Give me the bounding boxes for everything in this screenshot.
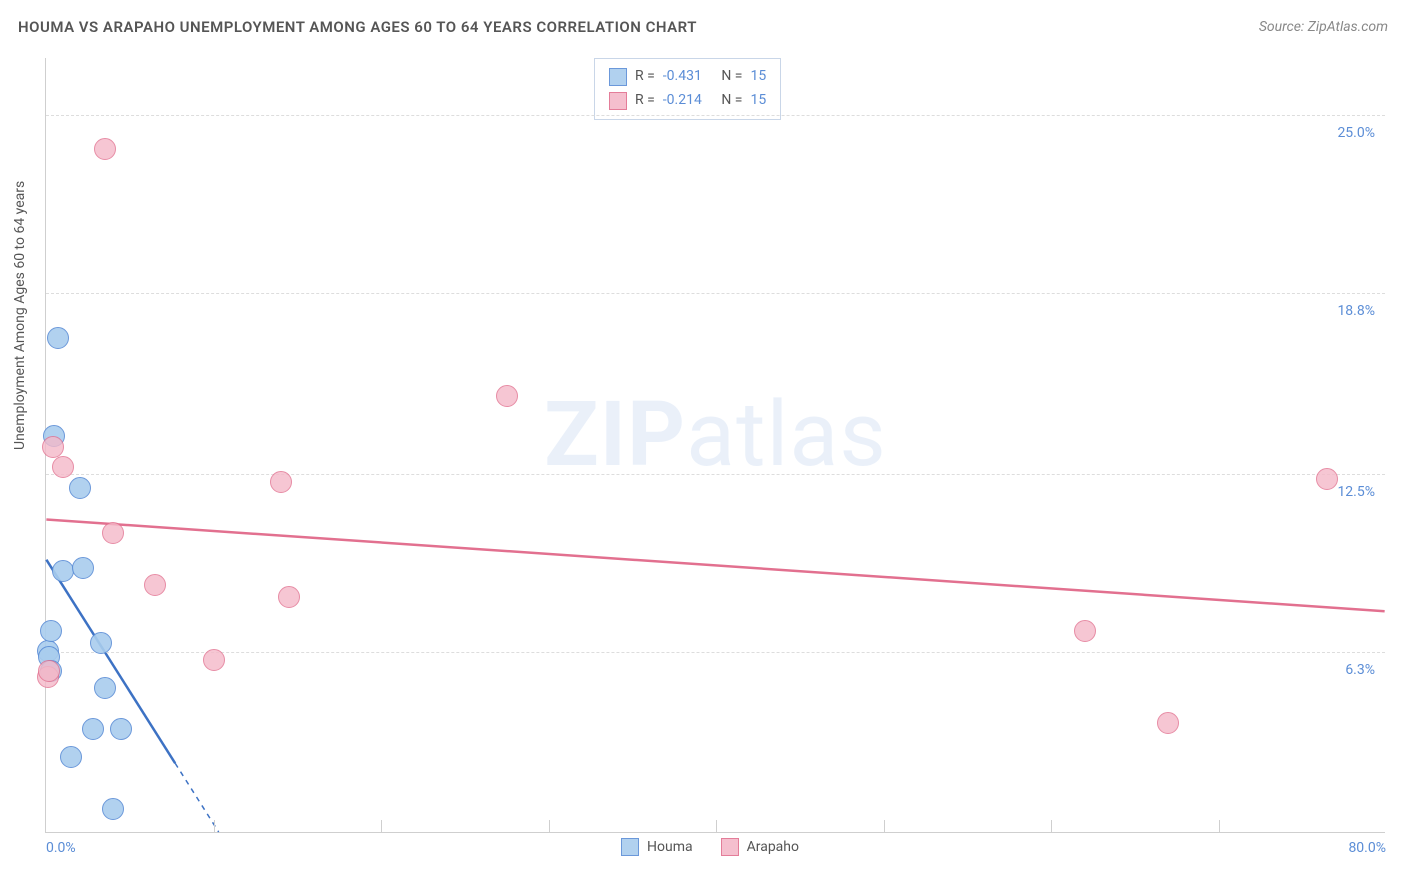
legend-label-arapaho: Arapaho bbox=[747, 839, 799, 855]
series-legend: Houma Arapaho bbox=[621, 838, 799, 856]
x-tick bbox=[716, 820, 717, 832]
data-point bbox=[102, 798, 124, 820]
data-point bbox=[90, 632, 112, 654]
x-tick bbox=[214, 820, 215, 832]
stats-n-label: N = bbox=[721, 89, 742, 113]
stats-r-label: R = bbox=[635, 65, 655, 89]
x-tick bbox=[549, 820, 550, 832]
data-point bbox=[270, 471, 292, 493]
legend-item-houma: Houma bbox=[621, 838, 693, 856]
data-point bbox=[52, 560, 74, 582]
legend-label-houma: Houma bbox=[647, 839, 693, 855]
watermark: ZIPatlas bbox=[544, 382, 887, 487]
data-point bbox=[110, 718, 132, 740]
data-point bbox=[94, 677, 116, 699]
stats-n-value-houma: 15 bbox=[750, 65, 766, 89]
gridline-horizontal bbox=[46, 293, 1385, 294]
data-point bbox=[278, 586, 300, 608]
legend-item-arapaho: Arapaho bbox=[721, 838, 799, 856]
stats-n-value-arapaho: 15 bbox=[750, 89, 766, 113]
y-tick-label: 18.8% bbox=[1337, 303, 1375, 319]
x-tick bbox=[884, 820, 885, 832]
gridline-horizontal bbox=[46, 652, 1385, 653]
data-point bbox=[47, 327, 69, 349]
stats-r-label: R = bbox=[635, 89, 655, 113]
watermark-bold: ZIP bbox=[544, 382, 686, 487]
data-point bbox=[144, 574, 166, 596]
y-tick-label: 12.5% bbox=[1337, 484, 1375, 500]
x-tick-label: 0.0% bbox=[46, 840, 76, 856]
data-point bbox=[52, 456, 74, 478]
stats-swatch-arapaho bbox=[609, 92, 627, 110]
stats-n-label: N = bbox=[721, 65, 742, 89]
legend-swatch-houma bbox=[621, 838, 639, 856]
legend-swatch-arapaho bbox=[721, 838, 739, 856]
stats-swatch-houma bbox=[609, 68, 627, 86]
x-tick-label: 80.0% bbox=[1348, 840, 1386, 856]
data-point bbox=[69, 477, 91, 499]
x-tick bbox=[381, 820, 382, 832]
data-point bbox=[496, 385, 518, 407]
watermark-light: atlas bbox=[686, 382, 887, 487]
trend-lines bbox=[46, 58, 1385, 832]
data-point bbox=[1316, 468, 1338, 490]
data-point bbox=[42, 436, 64, 458]
gridline-horizontal bbox=[46, 115, 1385, 116]
data-point bbox=[40, 620, 62, 642]
data-point bbox=[72, 557, 94, 579]
y-tick-label: 6.3% bbox=[1345, 662, 1375, 678]
stats-r-value-arapaho: -0.214 bbox=[663, 89, 702, 113]
y-axis-label: Unemployment Among Ages 60 to 64 years bbox=[12, 181, 28, 450]
data-point bbox=[60, 746, 82, 768]
y-tick-label: 25.0% bbox=[1337, 125, 1375, 141]
plot-area: ZIPatlas R = -0.431 N = 15 R = -0.214 N … bbox=[45, 58, 1385, 833]
data-point bbox=[1074, 620, 1096, 642]
x-tick bbox=[1219, 820, 1220, 832]
data-point bbox=[203, 649, 225, 671]
data-point bbox=[1157, 712, 1179, 734]
gridline-horizontal bbox=[46, 474, 1385, 475]
chart-title: HOUMA VS ARAPAHO UNEMPLOYMENT AMONG AGES… bbox=[18, 18, 697, 36]
stats-legend: R = -0.431 N = 15 R = -0.214 N = 15 bbox=[594, 58, 781, 120]
data-point bbox=[102, 522, 124, 544]
stats-row-arapaho: R = -0.214 N = 15 bbox=[609, 89, 766, 113]
data-point bbox=[94, 138, 116, 160]
data-point bbox=[82, 718, 104, 740]
x-tick bbox=[1051, 820, 1052, 832]
stats-row-houma: R = -0.431 N = 15 bbox=[609, 65, 766, 89]
header-row: HOUMA VS ARAPAHO UNEMPLOYMENT AMONG AGES… bbox=[18, 18, 1388, 36]
source-attribution: Source: ZipAtlas.com bbox=[1259, 19, 1388, 35]
stats-r-value-houma: -0.431 bbox=[663, 65, 702, 89]
data-point bbox=[38, 660, 60, 682]
